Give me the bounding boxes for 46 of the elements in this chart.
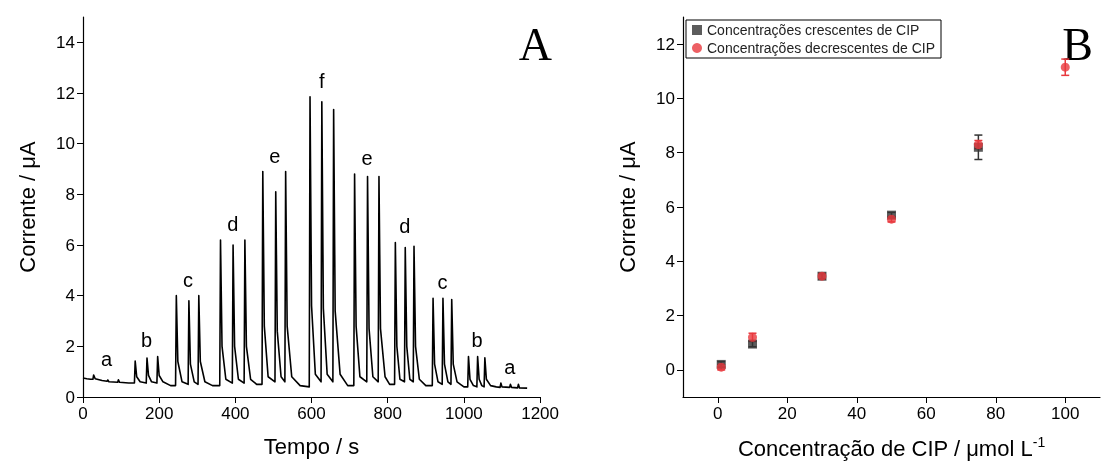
y-axis-title: Corrente / μA xyxy=(614,141,640,273)
y-tick-label: 2 xyxy=(65,336,75,356)
x-tick-label: 400 xyxy=(221,404,250,423)
y-tick-label: 8 xyxy=(665,143,675,163)
annotation: c xyxy=(437,271,448,294)
annotation: B xyxy=(1062,18,1094,70)
annotation: a xyxy=(101,347,114,370)
x-tick-label: 20 xyxy=(777,404,797,423)
x-tick-label: 100 xyxy=(1051,404,1080,423)
y-tick-label: 0 xyxy=(65,387,75,407)
y-tick-label: 12 xyxy=(656,34,675,54)
annotation: e xyxy=(361,147,373,170)
y-tick-label: 12 xyxy=(56,83,75,103)
x-tick-label: 0 xyxy=(713,404,723,423)
y-axis-title: Corrente / μA xyxy=(14,141,40,273)
x-tick-label: 0 xyxy=(78,404,88,423)
annotation: A xyxy=(518,18,553,70)
annotation: e xyxy=(269,144,281,167)
x-axis-title: Tempo / s xyxy=(263,433,360,459)
y-tick-label: 2 xyxy=(665,306,675,326)
x-tick-label: 40 xyxy=(847,404,867,423)
x-tick-label: 200 xyxy=(144,404,174,423)
annotation: b xyxy=(471,329,483,352)
x-tick-label: 800 xyxy=(373,404,402,423)
y-tick-label: 10 xyxy=(56,134,75,154)
annotation: b xyxy=(141,329,153,352)
annotation: f xyxy=(319,69,326,92)
x-tick-label: 80 xyxy=(986,404,1006,423)
y-tick-label: 10 xyxy=(656,88,675,108)
x-tick-label: 60 xyxy=(916,404,936,423)
legend-label: Concentrações decrescentes de CIP xyxy=(707,40,936,56)
y-tick-label: 4 xyxy=(65,286,75,306)
annotation: a xyxy=(504,356,517,379)
annotation: d xyxy=(227,212,239,235)
annotation: c xyxy=(183,268,193,291)
y-tick-label: 6 xyxy=(665,197,675,217)
y-tick-label: 14 xyxy=(56,32,75,52)
x-tick-label: 1000 xyxy=(444,404,483,423)
annotation: d xyxy=(399,215,411,238)
legend-label: Concentrações crescentes de CIP xyxy=(707,22,920,38)
x-tick-label: 1200 xyxy=(521,404,559,423)
y-tick-label: 4 xyxy=(665,251,675,271)
x-tick-label: 600 xyxy=(297,404,326,423)
y-tick-label: 0 xyxy=(665,360,675,380)
y-tick-label: 8 xyxy=(65,184,75,204)
y-tick-label: 6 xyxy=(65,235,75,255)
